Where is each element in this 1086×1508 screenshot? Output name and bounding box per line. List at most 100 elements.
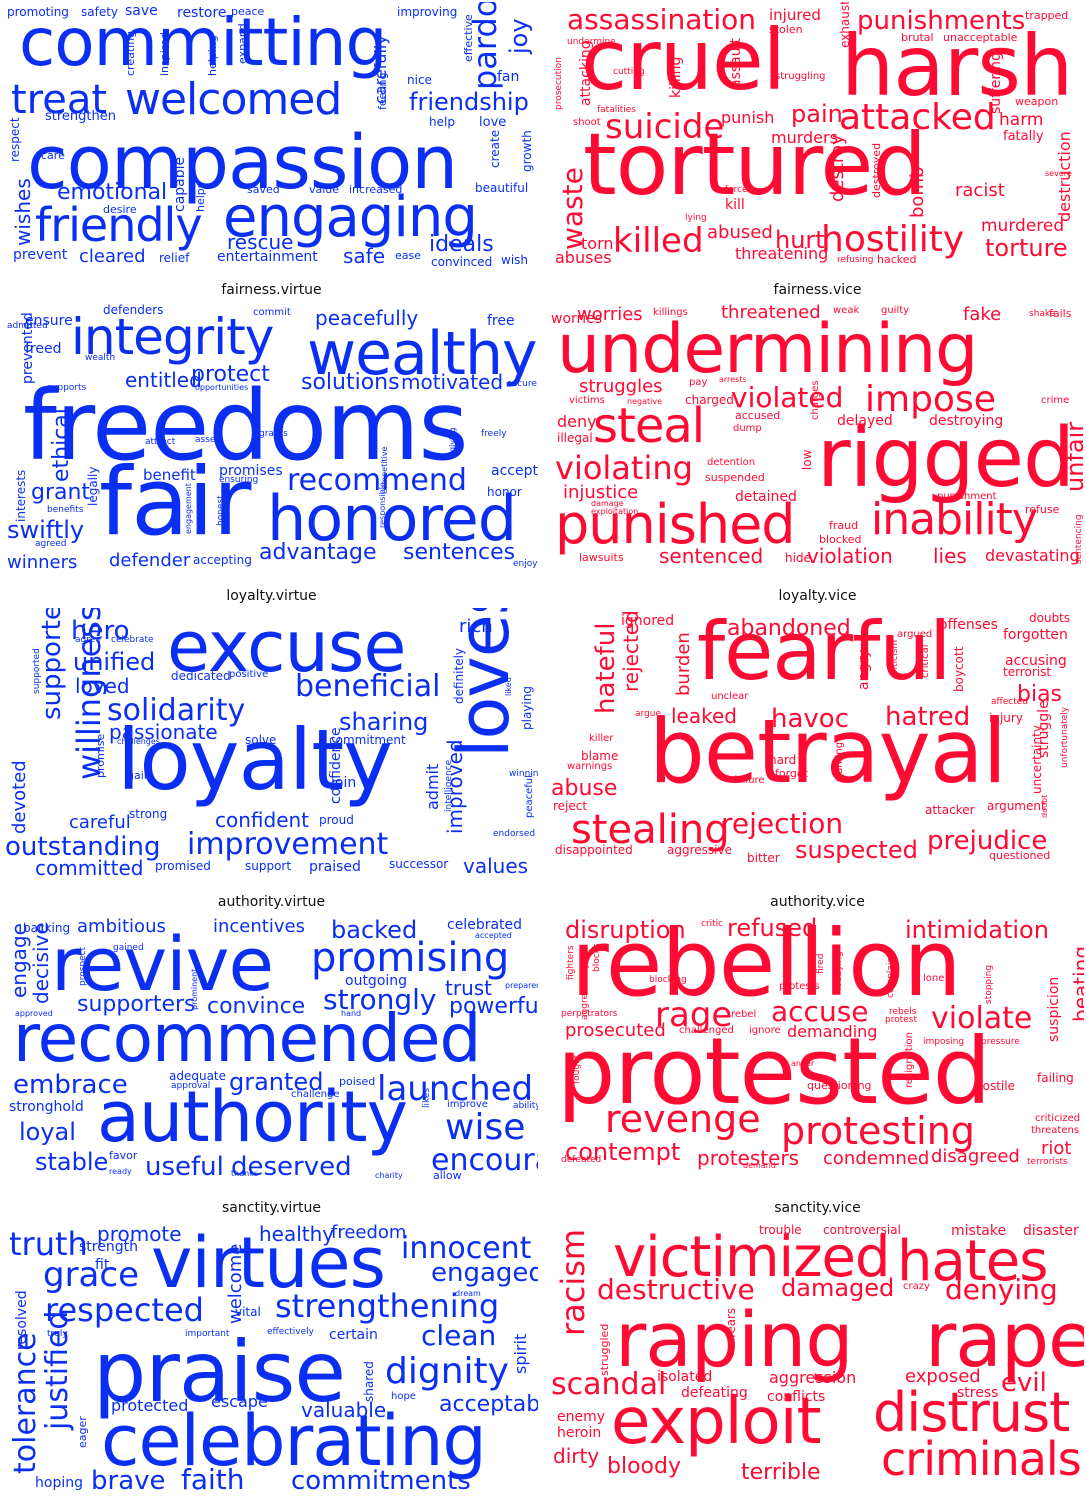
word: celebrating — [101, 1400, 487, 1482]
word: anger — [791, 1059, 815, 1068]
word: confidence — [328, 727, 344, 804]
word: joy — [505, 18, 533, 54]
word: challenge — [291, 1089, 340, 1100]
word: struggles — [579, 376, 663, 397]
word: negative — [627, 397, 662, 406]
word: embrace — [13, 1070, 128, 1100]
word: abuses — [555, 248, 612, 267]
word: enemy — [557, 1409, 606, 1425]
wordcloud-care-vice: assassination injured stolen exhausted punis… — [551, 2, 1084, 277]
word: benefits — [47, 505, 84, 515]
word: aggressively — [580, 963, 590, 1020]
word: injustice — [563, 482, 639, 503]
word: criminals — [881, 1432, 1082, 1486]
word: accept — [491, 463, 538, 479]
word: integrity — [71, 308, 274, 366]
word: decisive — [29, 922, 53, 1004]
word: argue — [635, 709, 662, 719]
word: deny — [557, 412, 597, 431]
word: blocked — [819, 533, 862, 546]
word: terrorist — [1003, 665, 1052, 679]
word: blocking — [649, 975, 687, 985]
word: effectively — [267, 1327, 314, 1337]
word: admit — [423, 763, 442, 810]
word: warnings — [567, 761, 613, 772]
word: help — [429, 115, 455, 129]
word: critic — [701, 919, 724, 929]
word: fraud — [829, 519, 859, 532]
word: assault — [728, 38, 744, 88]
word: sentences — [403, 540, 516, 565]
word: punish — [721, 108, 775, 127]
word: threatened — [721, 302, 821, 323]
word: successor — [389, 857, 449, 871]
word: disaster — [1023, 1223, 1079, 1239]
word: crime — [1041, 395, 1070, 406]
word: convinced — [431, 255, 493, 269]
word: promising — [311, 935, 510, 981]
word: emotional — [57, 180, 168, 205]
word: warning — [834, 741, 845, 782]
word: excuse — [167, 608, 406, 688]
word: strongly — [323, 983, 437, 1016]
word: rape — [925, 1295, 1084, 1384]
word: respected — [45, 1291, 204, 1329]
word: ensure — [25, 313, 73, 329]
word: tolerance — [8, 1332, 43, 1474]
word: struggling — [775, 71, 826, 82]
word: recommend — [287, 463, 467, 498]
word: suspected — [795, 836, 918, 864]
word: sentenced — [659, 544, 764, 568]
word: protected — [111, 1396, 189, 1415]
word: loyalty — [117, 711, 393, 809]
word: honored — [267, 482, 517, 555]
word: ability — [513, 1101, 538, 1111]
word: wealthy — [307, 319, 537, 389]
word: dirty — [553, 1444, 600, 1468]
word: impose — [865, 379, 996, 420]
word: unacceptable — [943, 31, 1018, 44]
word: defenders — [103, 303, 164, 317]
word: affected — [991, 697, 1028, 707]
word: grace — [43, 1255, 140, 1295]
word: free — [487, 313, 515, 329]
word: perpetrators — [561, 1009, 618, 1019]
word: disagreed — [931, 1146, 1020, 1167]
word: prejudice — [927, 826, 1048, 856]
word: hero — [71, 616, 130, 646]
word: brutal — [901, 31, 934, 44]
word: injured — [769, 6, 821, 24]
word: respect — [8, 117, 22, 162]
word: controversial — [823, 1223, 901, 1237]
word: ideals — [429, 232, 494, 257]
word: terrorists — [1027, 1157, 1068, 1167]
word: killings — [653, 307, 688, 318]
word: victimized — [613, 1225, 891, 1290]
word: burden — [673, 632, 694, 696]
panel-title-authority-vice: authority.vice — [770, 894, 865, 910]
word: hand — [341, 1009, 362, 1018]
word: supporters — [77, 992, 196, 1017]
word: honor — [487, 485, 522, 499]
word: bomb — [907, 166, 928, 218]
word: exposed — [905, 1366, 981, 1387]
word: harm — [999, 110, 1044, 130]
word: protesting — [781, 1109, 975, 1153]
word: honest — [216, 495, 226, 526]
word: encouraged — [431, 1143, 538, 1178]
word: thanks — [231, 1169, 258, 1178]
word: murdered — [981, 216, 1065, 236]
word: intimidation — [905, 916, 1049, 944]
word: improve — [447, 1099, 488, 1110]
word: lawsuits — [579, 551, 624, 564]
word: punishments — [857, 6, 1026, 36]
word: ease — [395, 249, 422, 262]
word: opportunities — [195, 383, 249, 392]
word: exploitation — [591, 507, 639, 516]
word: conflicts — [767, 1389, 826, 1405]
word: denying — [945, 1273, 1058, 1306]
word: exploit — [611, 1385, 822, 1459]
word: stable — [35, 1148, 109, 1176]
word: agree — [75, 635, 101, 645]
word: betrayal — [649, 700, 1007, 803]
